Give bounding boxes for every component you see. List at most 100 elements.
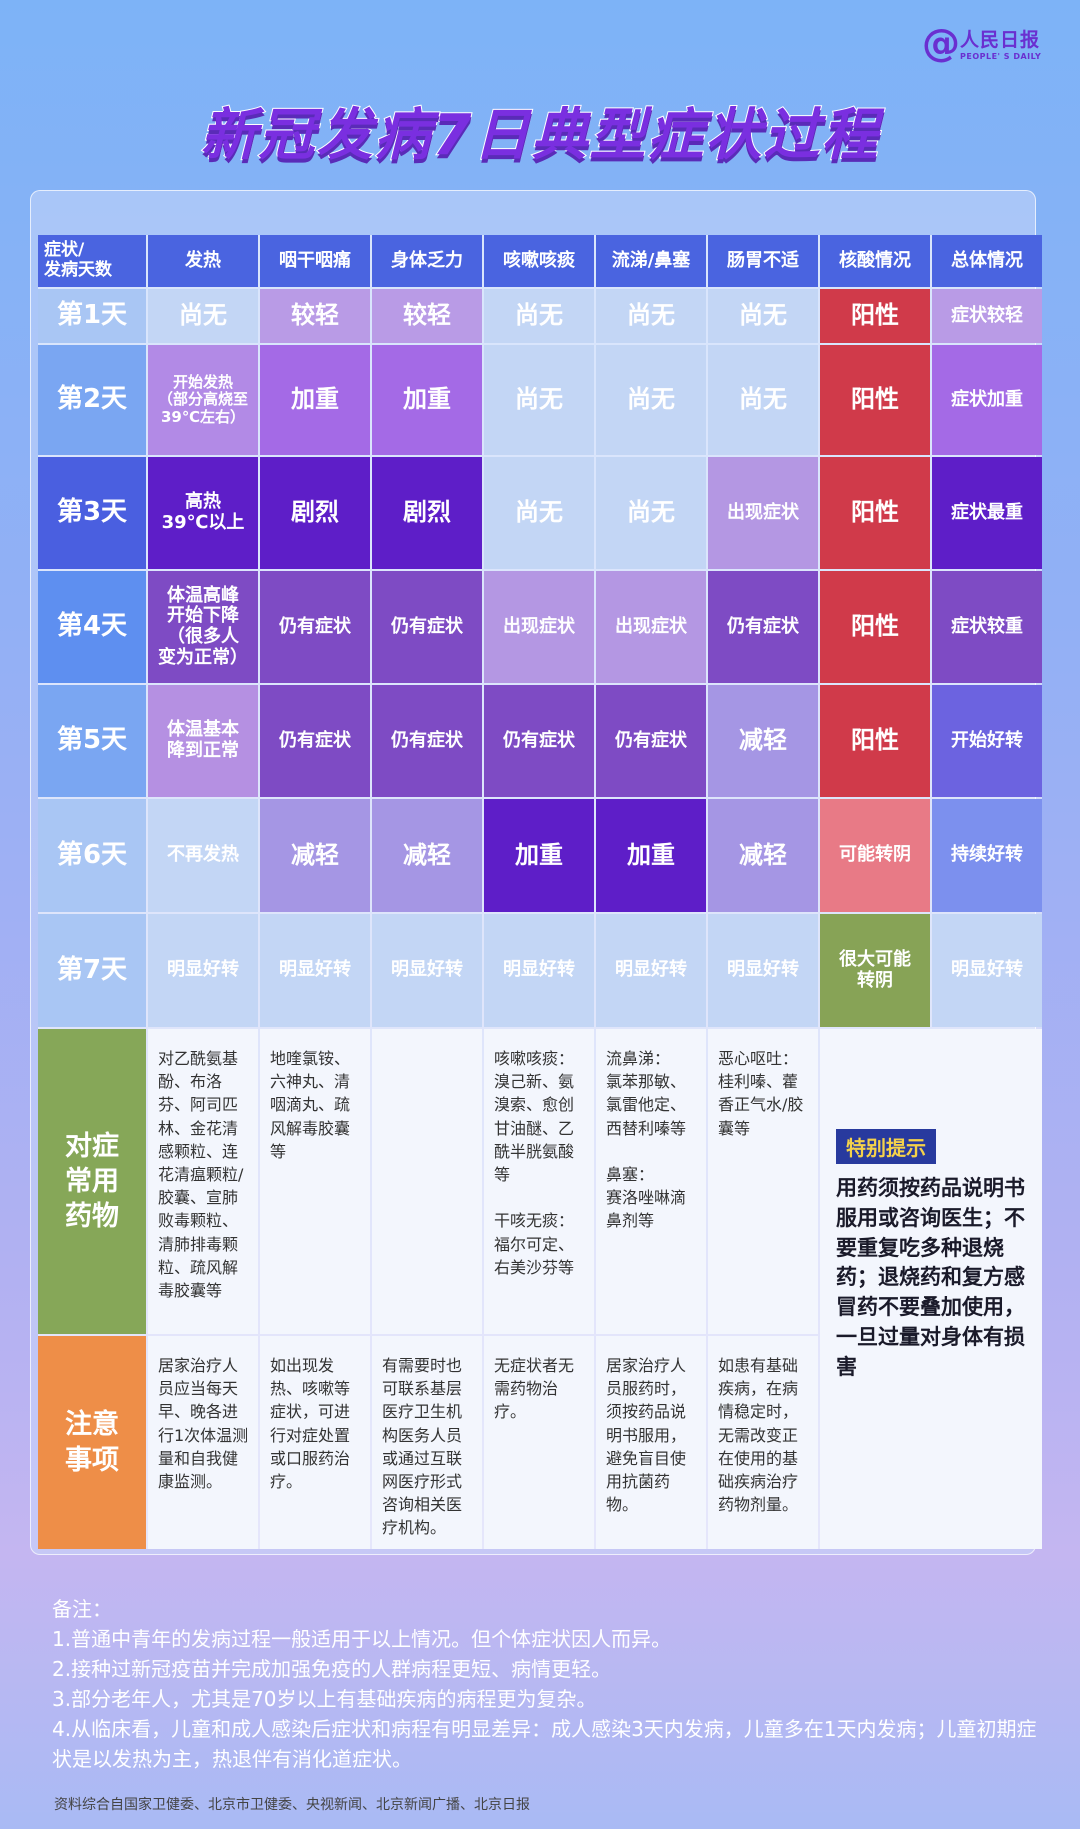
symptom-cell: 明显好转 — [708, 914, 818, 1027]
symptom-cell: 阳性 — [820, 457, 930, 569]
symptom-cell: 仍有症状 — [596, 685, 706, 797]
symptom-cell: 明显好转 — [932, 914, 1042, 1027]
precaution-cell: 如出现发热、咳嗽等症状，可进行对症处置或口服药治疗。 — [260, 1336, 370, 1549]
precaution-cell: 居家治疗人员应当每天早、晚各进行1次体温测量和自我健康监测。 — [148, 1336, 258, 1549]
symptom-cell: 减轻 — [708, 685, 818, 797]
day-label: 第1天 — [38, 289, 146, 343]
medicine-cell: 对乙酰氨基酚、布洛芬、阿司匹林、金花清感颗粒、连花清瘟颗粒/胶囊、宣肺败毒颗粒、… — [148, 1029, 258, 1334]
symptom-cell: 尚无 — [708, 345, 818, 455]
symptom-cell: 可能转阴 — [820, 799, 930, 912]
column-header: 流涕/鼻塞 — [596, 235, 706, 287]
symptom-cell: 明显好转 — [372, 914, 482, 1027]
notes-title: 备注： — [52, 1597, 112, 1621]
tip-title: 特别提示 — [836, 1129, 936, 1164]
symptom-cell: 仍有症状 — [484, 685, 594, 797]
symptom-cell: 仍有症状 — [260, 571, 370, 683]
source-credit: 资料综合自国家卫健委、北京市卫健委、央视新闻、北京新闻广播、北京日报 — [54, 1797, 530, 1813]
column-header: 核酸情况 — [820, 235, 930, 287]
symptom-cell: 明显好转 — [148, 914, 258, 1027]
symptom-cell: 尚无 — [148, 289, 258, 343]
symptom-cell: 明显好转 — [596, 914, 706, 1027]
symptom-cell: 剧烈 — [260, 457, 370, 569]
symptom-cell: 尚无 — [596, 457, 706, 569]
note-item: 3.部分老年人，尤其是70岁以上有基础疾病的病程更为复杂。 — [52, 1687, 597, 1711]
column-header: 肠胃不适 — [708, 235, 818, 287]
symptom-cell: 加重 — [596, 799, 706, 912]
symptom-cell: 出现症状 — [596, 571, 706, 683]
symptom-cell: 较轻 — [372, 289, 482, 343]
symptom-cell: 明显好转 — [484, 914, 594, 1027]
symptom-cell: 仍有症状 — [708, 571, 818, 683]
symptom-cell: 尚无 — [596, 289, 706, 343]
symptom-cell: 加重 — [372, 345, 482, 455]
symptom-cell: 体温基本 降到正常 — [148, 685, 258, 797]
at-icon: @ — [922, 21, 960, 65]
day-label: 第6天 — [38, 799, 146, 912]
symptom-table: 症状/ 发病天数 发热 咽干咽痛 身体乏力 咳嗽咳痰 流涕/鼻塞 肠胃不适 核酸情况 总体情况第… — [38, 235, 1042, 1549]
symptom-cell: 阳性 — [820, 289, 930, 343]
symptom-cell: 尚无 — [484, 457, 594, 569]
medicine-cell: 恶心呕吐： 桂利嗪、藿香正气水/胶囊等 — [708, 1029, 818, 1334]
symptom-cell: 不再发热 — [148, 799, 258, 912]
note-item: 1.普通中青年的发病过程一般适用于以上情况。但个体症状因人而异。 — [52, 1627, 672, 1651]
symptom-cell: 尚无 — [596, 345, 706, 455]
symptom-cell: 高热 39℃以上 — [148, 457, 258, 569]
symptom-cell: 开始发热 （部分高烧至 39℃左右） — [148, 345, 258, 455]
header-corner: 症状/ 发病天数 — [38, 235, 146, 287]
medicine-cell: 地喹氯铵、六神丸、清咽滴丸、疏风解毒胶囊等 — [260, 1029, 370, 1334]
symptom-cell: 尚无 — [484, 345, 594, 455]
symptom-cell: 症状较轻 — [932, 289, 1042, 343]
symptom-cell: 仍有症状 — [372, 571, 482, 683]
symptom-cell: 尚无 — [484, 289, 594, 343]
precaution-cell: 居家治疗人员服药时，须按药品说明书服用，避免盲目使用抗菌药物。 — [596, 1336, 706, 1549]
symptom-cell: 症状加重 — [932, 345, 1042, 455]
symptom-cell: 出现症状 — [708, 457, 818, 569]
day-label: 第7天 — [38, 914, 146, 1027]
medicine-label: 对症 常用 药物 — [38, 1029, 146, 1334]
medicine-cell: 咳嗽咳痰： 溴己新、氨溴索、愈创甘油醚、乙酰半胱氨酸等 干咳无痰： 福尔可定、右… — [484, 1029, 594, 1334]
column-header: 咳嗽咳痰 — [484, 235, 594, 287]
symptom-cell: 很大可能 转阴 — [820, 914, 930, 1027]
peoples-daily-logo: @ 人民日报 PEOPLE' S DAILY — [922, 24, 1041, 62]
symptom-cell: 阳性 — [820, 685, 930, 797]
column-header: 身体乏力 — [372, 235, 482, 287]
column-header: 咽干咽痛 — [260, 235, 370, 287]
symptom-cell: 出现症状 — [484, 571, 594, 683]
special-tip: 特别提示用药须按药品说明书服用或咨询医生；不要重复吃多种退烧药；退烧药和复方感冒… — [820, 1029, 1042, 1549]
precaution-cell: 如患有基础疾病，在病情稳定时，无需改变正在使用的基础疾病治疗药物剂量。 — [708, 1336, 818, 1549]
symptom-cell: 仍有症状 — [260, 685, 370, 797]
symptom-cell: 症状最重 — [932, 457, 1042, 569]
column-header: 发热 — [148, 235, 258, 287]
symptom-cell: 明显好转 — [260, 914, 370, 1027]
medicine-cell: 流鼻涕： 氯苯那敏、氯雷他定、西替利嗪等 鼻塞： 赛洛唑啉滴鼻剂等 — [596, 1029, 706, 1334]
column-header: 总体情况 — [932, 235, 1042, 287]
symptom-cell: 体温高峰 开始下降 （很多人 变为正常） — [148, 571, 258, 683]
symptom-cell: 减轻 — [708, 799, 818, 912]
note-item: 4.从临床看，儿童和成人感染后症状和病程有明显差异：成人感染3天内发病，儿童多在… — [52, 1717, 1037, 1771]
symptom-cell: 仍有症状 — [372, 685, 482, 797]
day-label: 第5天 — [38, 685, 146, 797]
symptom-cell: 加重 — [260, 345, 370, 455]
medicine-cell — [372, 1029, 482, 1334]
symptom-cell: 剧烈 — [372, 457, 482, 569]
precaution-cell: 无症状者无需药物治疗。 — [484, 1336, 594, 1549]
day-label: 第2天 — [38, 345, 146, 455]
symptom-cell: 尚无 — [708, 289, 818, 343]
logo-cn: 人民日报 — [960, 29, 1041, 51]
logo-en: PEOPLE' S DAILY — [960, 52, 1042, 61]
symptom-cell: 加重 — [484, 799, 594, 912]
symptom-cell: 阳性 — [820, 345, 930, 455]
day-label: 第3天 — [38, 457, 146, 569]
page-title: 新冠发病7日典型症状过程 — [200, 102, 880, 169]
note-item: 2.接种过新冠疫苗并完成加强免疫的人群病程更短、病情更轻。 — [52, 1657, 612, 1681]
symptom-cell: 阳性 — [820, 571, 930, 683]
notes: 备注： 1.普通中青年的发病过程一般适用于以上情况。但个体症状因人而异。 2.接种… — [52, 1594, 1052, 1774]
precautions-label: 注意 事项 — [38, 1336, 146, 1549]
tip-body: 用药须按药品说明书服用或咨询医生；不要重复吃多种退烧药；退烧药和复方感冒药不要叠… — [836, 1176, 1025, 1379]
symptom-cell: 开始好转 — [932, 685, 1042, 797]
day-label: 第4天 — [38, 571, 146, 683]
symptom-cell: 持续好转 — [932, 799, 1042, 912]
symptom-cell: 症状较重 — [932, 571, 1042, 683]
symptom-cell: 减轻 — [260, 799, 370, 912]
symptom-cell: 较轻 — [260, 289, 370, 343]
